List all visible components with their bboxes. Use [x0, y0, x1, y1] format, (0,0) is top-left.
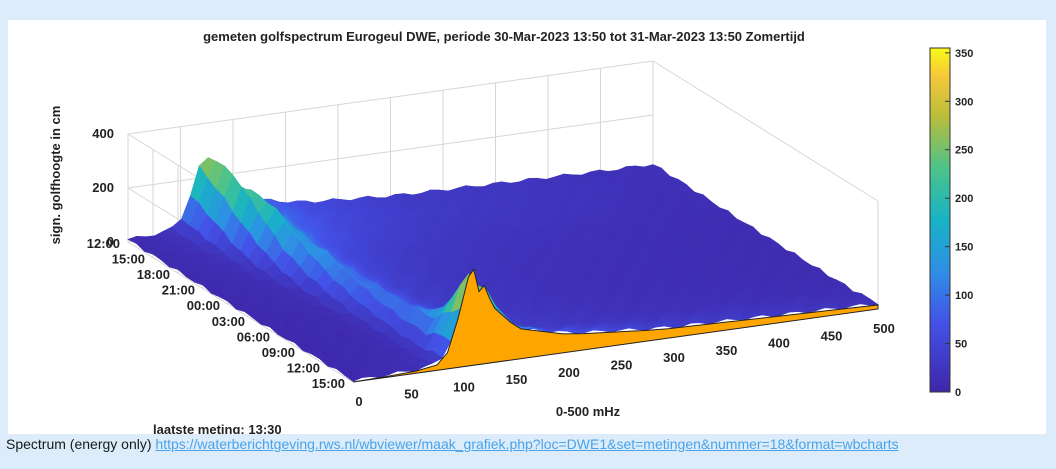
y-tick-label: 12:00 [87, 236, 120, 251]
colorbar-tick-label: 250 [955, 145, 973, 157]
chart-title: gemeten golfspectrum Eurogeul DWE, perio… [203, 29, 805, 44]
y-tick-label: 03:00 [212, 314, 245, 329]
colorbar-tick-label: 0 [955, 387, 961, 399]
caption-label: Spectrum (energy only) [6, 436, 152, 452]
y-tick-labels: 12:0015:0018:0021:0000:0003:0006:0009:00… [87, 236, 345, 391]
colorbar-tick-label: 300 [955, 96, 973, 108]
colorbar-tick-label: 350 [955, 48, 973, 60]
latest-measurement-annotation: laatste meting: 13:30 [153, 422, 282, 434]
x-tick-label: 350 [716, 343, 738, 358]
y-tick-label: 09:00 [262, 345, 295, 360]
colorbar-tick-label: 200 [955, 193, 973, 205]
surface [127, 157, 879, 382]
z-tick-label: 400 [92, 126, 114, 141]
z-tick-label: 200 [92, 180, 114, 195]
z-tick-label: 0 [107, 234, 114, 249]
x-tick-label: 400 [768, 336, 790, 351]
x-tick-label: 100 [453, 379, 475, 394]
colorbar-tick-label: 150 [955, 242, 973, 254]
x-tick-label: 250 [611, 358, 633, 373]
x-tick-label: 0 [355, 394, 362, 409]
x-tick-label: 300 [663, 350, 685, 365]
y-tick-label: 15:00 [312, 376, 345, 391]
y-tick-label: 18:00 [137, 267, 170, 282]
x-tick-label: 150 [506, 372, 528, 387]
x-axis-label: 0-500 mHz [556, 404, 621, 419]
latest-spectrum-area [352, 268, 879, 383]
caption: Spectrum (energy only) https://waterberi… [6, 436, 899, 452]
colorbar-tick-labels: 0 50 100 150 200 250 300 350 [945, 48, 973, 399]
colorbar-tick-label: 100 [955, 290, 973, 302]
y-tick-label: 12:00 [287, 360, 320, 375]
z-axis-label: sign. golfhoogte in cm [48, 106, 63, 245]
z-tick-labels: 0 200 400 [92, 126, 114, 249]
x-tick-label: 450 [821, 328, 843, 343]
plot-frame: gemeten golfspectrum Eurogeul DWE, perio… [8, 20, 1046, 434]
x-tick-label: 50 [404, 387, 418, 402]
x-tick-label: 200 [558, 365, 580, 380]
y-tick-label: 15:00 [112, 252, 145, 267]
y-tick-label: 21:00 [162, 283, 195, 298]
x-tick-label: 500 [873, 321, 895, 336]
source-link[interactable]: https://waterberichtgeving.rws.nl/wbview… [155, 436, 899, 452]
colorbar [929, 47, 951, 393]
colorbar-tick-label: 50 [955, 339, 967, 351]
x-tick-labels: 0 50 100 150 200 250 300 350 400 450 500 [355, 321, 894, 409]
surface-patch [343, 375, 363, 382]
y-tick-label: 00:00 [187, 298, 220, 313]
surface-chart: gemeten golfspectrum Eurogeul DWE, perio… [48, 29, 973, 434]
y-tick-label: 06:00 [237, 329, 270, 344]
